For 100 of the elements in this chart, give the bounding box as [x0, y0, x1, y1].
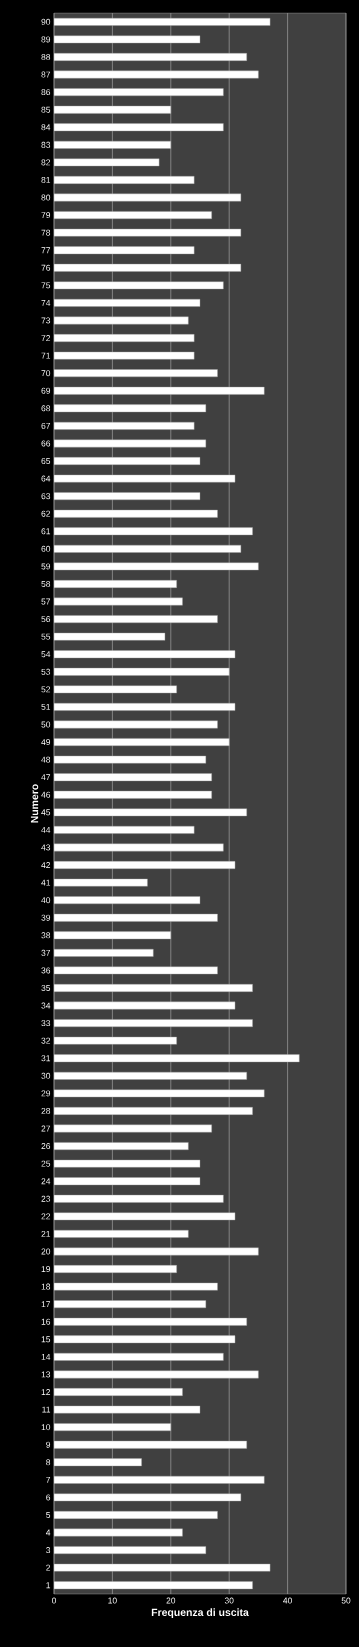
- y-tick-label: 41: [41, 879, 51, 886]
- y-tick-label: 80: [41, 194, 51, 201]
- y-tick-label: 21: [41, 1230, 51, 1237]
- y-tick-label: 25: [41, 1160, 51, 1167]
- y-tick-label: 71: [41, 352, 51, 359]
- y-tick-label: 6: [46, 1494, 51, 1501]
- y-tick-label: 82: [41, 159, 51, 166]
- y-tick-label: 24: [41, 1178, 51, 1185]
- y-tick-label: 30: [41, 1072, 51, 1079]
- y-tick-label: 9: [46, 1441, 51, 1448]
- y-tick-label: 68: [41, 405, 51, 412]
- y-tick-label: 49: [41, 739, 51, 746]
- y-tick-label: 34: [41, 1002, 51, 1009]
- y-tick-label: 26: [41, 1143, 51, 1150]
- y-tick-label: 19: [41, 1266, 51, 1273]
- x-tick-label: 10: [108, 1597, 117, 1604]
- y-tick-label: 60: [41, 545, 51, 552]
- y-tick-label: 20: [41, 1248, 51, 1255]
- y-tick-label: 75: [41, 282, 51, 289]
- y-tick-label: 52: [41, 686, 51, 693]
- y-tick-label: 22: [41, 1213, 51, 1220]
- y-tick-label: 36: [41, 967, 51, 974]
- y-tick-label: 66: [41, 440, 51, 447]
- bar: [54, 597, 183, 606]
- y-tick-label: 47: [41, 774, 51, 781]
- y-tick-label: 81: [41, 176, 51, 183]
- y-tick-label: 53: [41, 668, 51, 675]
- y-tick-label: 78: [41, 229, 51, 236]
- y-tick-label: 39: [41, 914, 51, 921]
- y-tick-label: 4: [45, 1529, 51, 1536]
- bar: [54, 720, 218, 729]
- y-tick-label: 35: [41, 985, 51, 991]
- y-tick-label: 84: [41, 124, 51, 131]
- y-tick-label: 18: [41, 1283, 51, 1290]
- y-tick-label: 72: [41, 335, 51, 342]
- bar: [54, 193, 242, 202]
- y-tick-label: 86: [41, 89, 51, 96]
- y-tick-label: 74: [41, 300, 51, 306]
- y-tick-label: 13: [41, 1371, 51, 1378]
- y-tick-label: 54: [41, 651, 51, 658]
- y-tick-label: 46: [41, 791, 51, 798]
- y-tick-label: 67: [41, 422, 51, 429]
- y-tick-label: 89: [41, 36, 51, 43]
- y-tick-label: 77: [41, 247, 51, 254]
- y-tick-label: 23: [41, 1195, 51, 1202]
- y-tick-label: 45: [41, 809, 51, 816]
- y-tick-label: 63: [41, 493, 51, 500]
- y-tick-label: 85: [41, 106, 51, 113]
- y-tick-label: 73: [41, 317, 51, 324]
- y-tick-label: 5: [46, 1512, 51, 1518]
- bar: [54, 843, 224, 852]
- x-tick-label: 40: [283, 1597, 292, 1604]
- y-tick-label: 48: [41, 756, 51, 763]
- y-tick-label: 1: [46, 1582, 51, 1589]
- x-axis-title: Frequenza di uscita: [151, 1608, 249, 1619]
- y-tick-label: 7: [46, 1476, 51, 1483]
- y-tick-label: 90: [41, 18, 51, 25]
- y-tick-label: 62: [41, 510, 51, 517]
- y-tick-label: 57: [41, 598, 51, 605]
- y-tick-label: 40: [41, 897, 51, 904]
- y-tick-label: 27: [41, 1125, 51, 1132]
- y-tick-label: 11: [42, 1406, 51, 1413]
- x-tick-label: 0: [51, 1597, 57, 1604]
- x-tick-label: 30: [224, 1597, 234, 1604]
- y-tick-label: 17: [41, 1301, 51, 1308]
- y-tick-label: 28: [41, 1107, 51, 1114]
- y-tick-label: 2: [46, 1564, 51, 1571]
- y-tick-label: 10: [41, 1424, 51, 1431]
- y-tick-label: 44: [41, 826, 51, 833]
- y-tick-label: 43: [41, 844, 51, 851]
- y-tick-label: 76: [41, 264, 51, 271]
- y-tick-label: 33: [41, 1020, 51, 1027]
- y-tick-label: 55: [41, 633, 51, 640]
- y-tick-label: 14: [41, 1353, 51, 1360]
- y-tick-label: 59: [41, 563, 51, 570]
- y-tick-label: 70: [41, 370, 51, 377]
- y-tick-label: 8: [46, 1459, 51, 1466]
- y-tick-label: 65: [41, 458, 51, 464]
- y-tick-label: 38: [41, 932, 51, 939]
- x-tick-label: 50: [341, 1597, 351, 1604]
- y-tick-label: 29: [41, 1090, 51, 1097]
- y-tick-label: 58: [41, 580, 51, 587]
- y-tick-label: 37: [41, 949, 51, 956]
- bar: [54, 316, 189, 325]
- y-tick-label: 50: [41, 721, 51, 728]
- y-tick-label: 42: [41, 862, 51, 868]
- bar: [54, 1124, 212, 1133]
- y-tick-label: 12: [41, 1389, 51, 1395]
- y-tick-label: 87: [41, 71, 51, 78]
- y-tick-label: 16: [41, 1318, 51, 1325]
- y-axis-title: Numero: [30, 784, 39, 823]
- x-tick-label: 20: [166, 1597, 176, 1604]
- y-tick-label: 15: [41, 1336, 51, 1343]
- y-tick-label: 51: [41, 703, 51, 710]
- y-tick-label: 32: [41, 1037, 51, 1044]
- y-tick-label: 79: [41, 212, 51, 219]
- y-tick-label: 56: [41, 616, 51, 623]
- bar: [54, 1528, 183, 1537]
- y-tick-label: 31: [41, 1055, 51, 1062]
- bar: [54, 1247, 259, 1256]
